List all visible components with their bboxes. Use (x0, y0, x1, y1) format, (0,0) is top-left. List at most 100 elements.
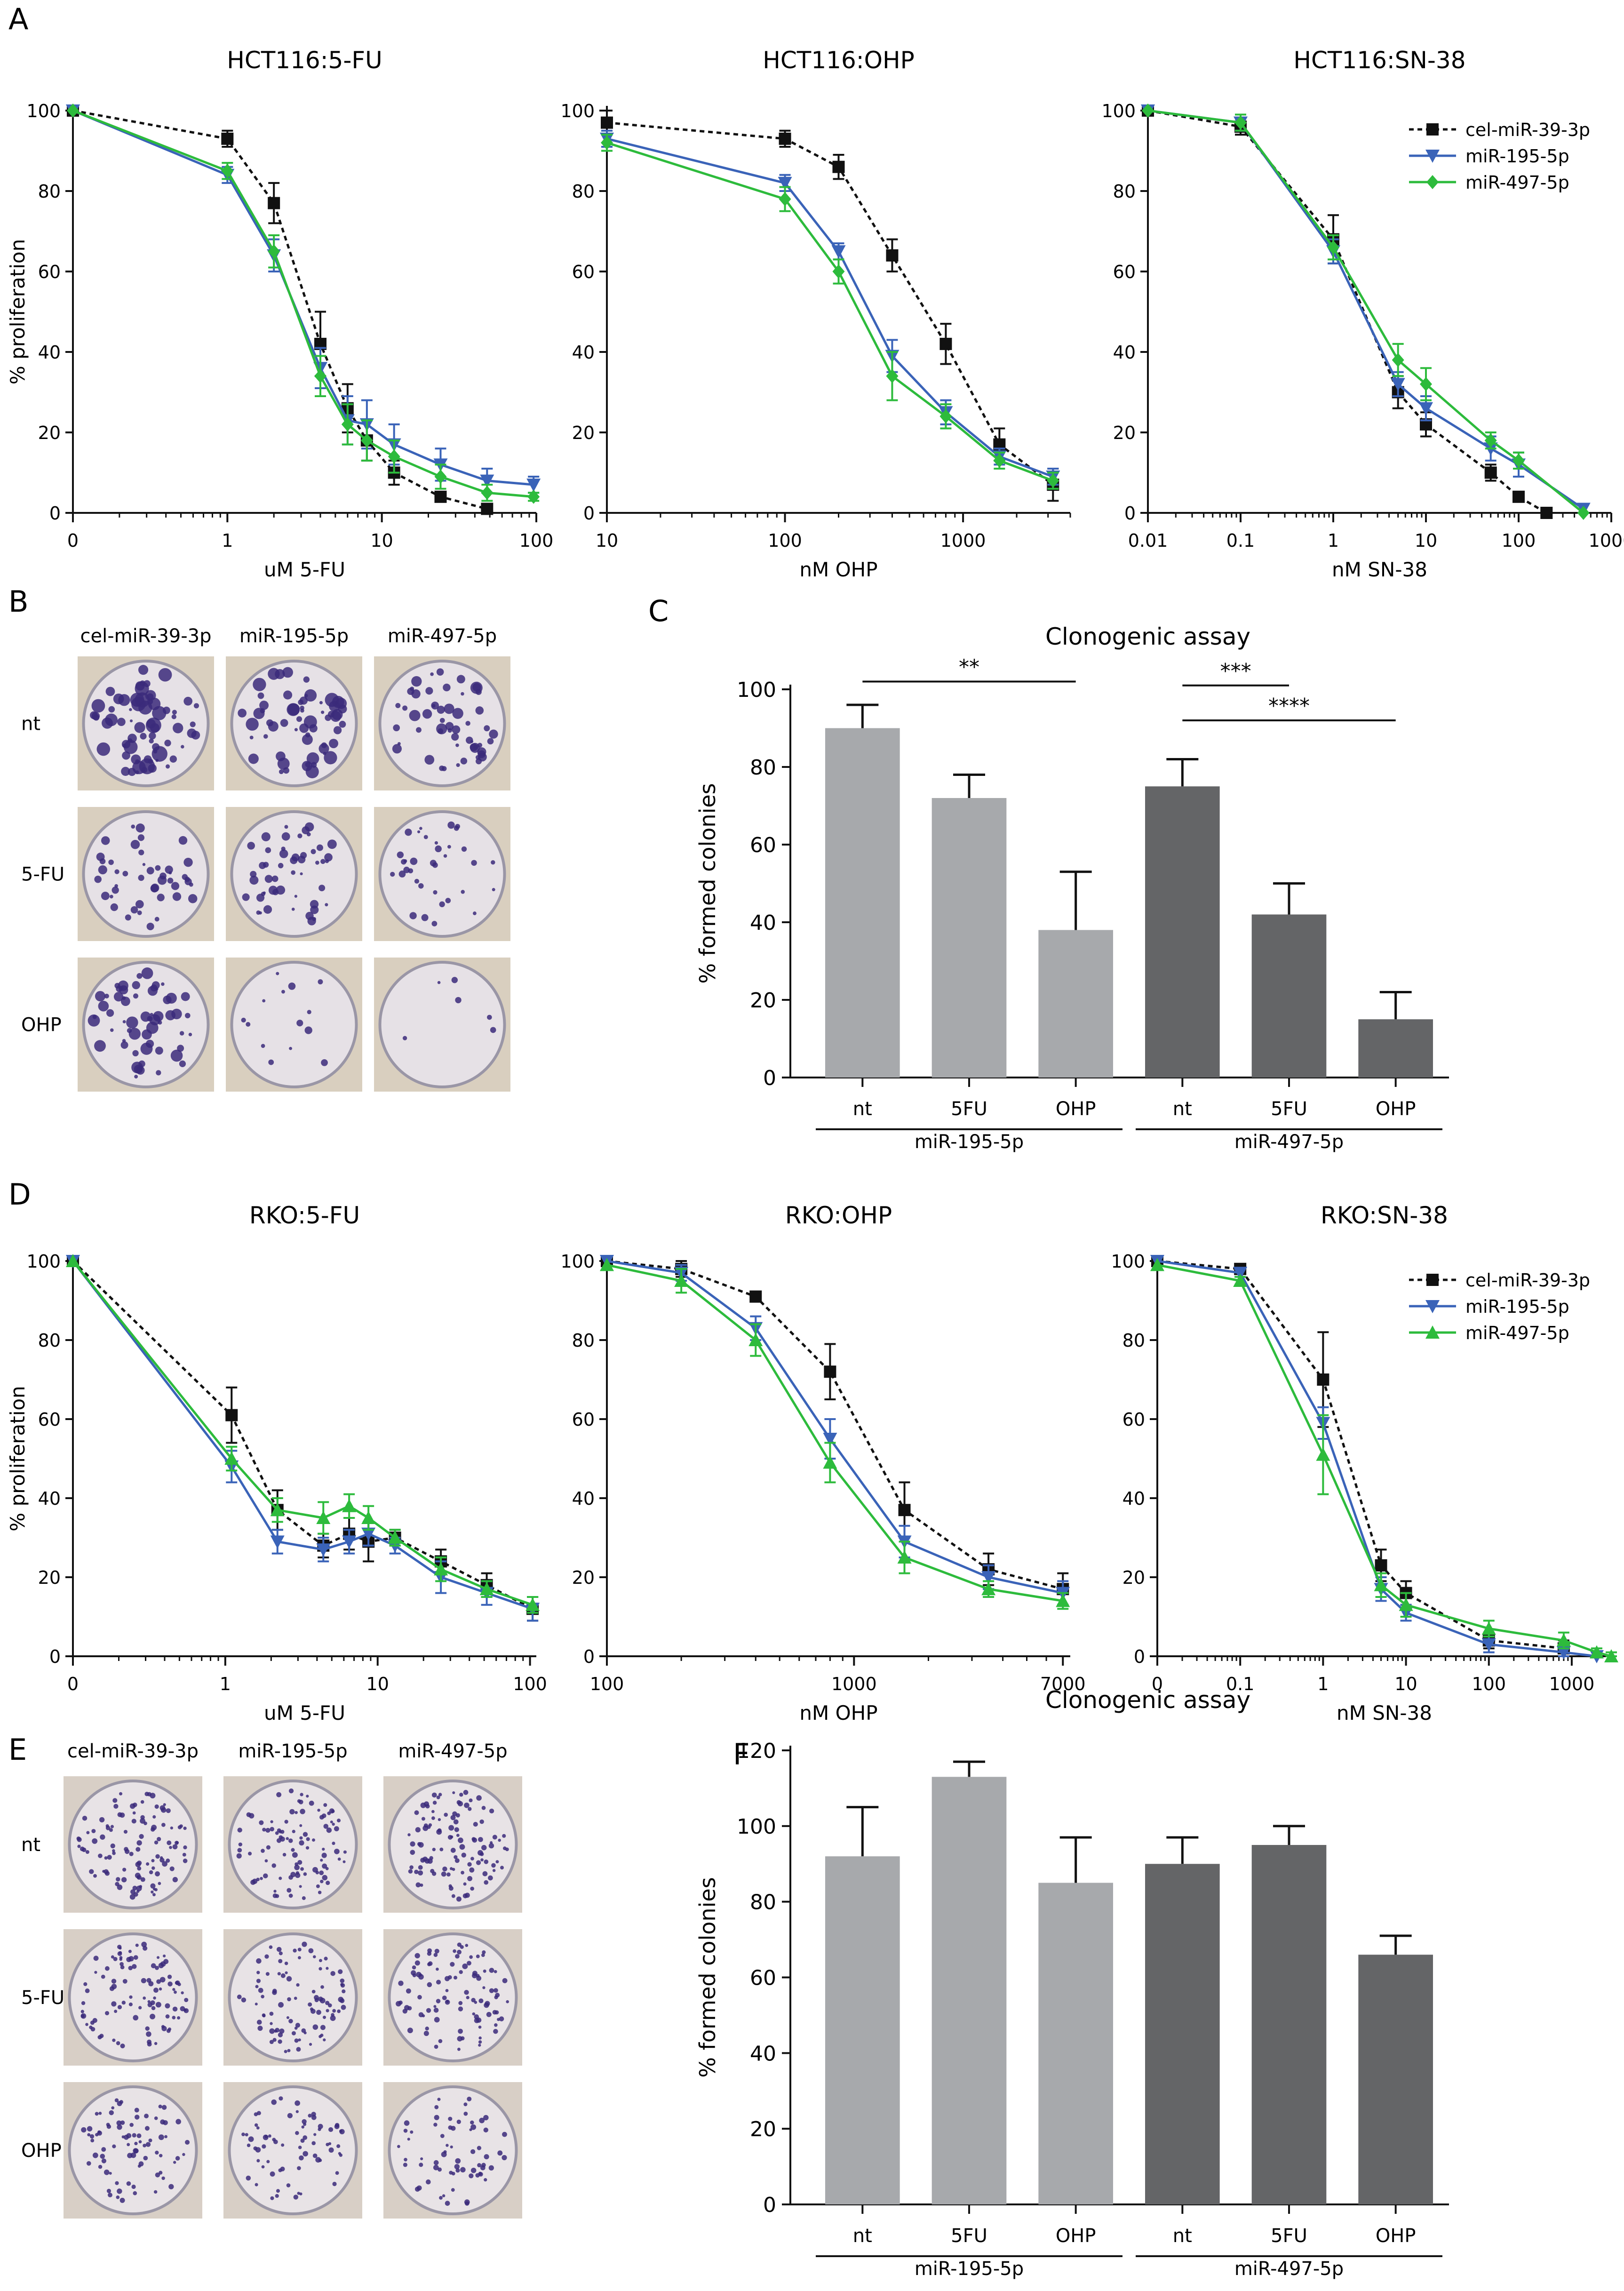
series-line-blue (1147, 109, 1584, 510)
colony (326, 1967, 329, 1970)
colony (92, 2018, 97, 2023)
colony (305, 1846, 310, 1850)
colony (294, 894, 297, 898)
data-point-black (1540, 507, 1553, 519)
colony (172, 892, 182, 901)
colony (237, 1828, 242, 1833)
colony (300, 872, 303, 876)
colony (321, 1059, 328, 1066)
colony (322, 1847, 325, 1851)
colony (139, 1885, 143, 1888)
colony (182, 874, 188, 880)
y-tick-label: 60 (38, 262, 61, 282)
data-point-green (601, 136, 613, 150)
colony (309, 1800, 314, 1806)
colony (325, 903, 328, 907)
colony (463, 2102, 468, 2107)
colony (183, 1859, 188, 1863)
data-point-blue (778, 176, 792, 190)
colony (163, 1954, 166, 1957)
colony (291, 1848, 295, 1852)
colony (138, 2161, 144, 2167)
colony (318, 2158, 322, 2162)
data-point-green (674, 1274, 689, 1287)
colony (191, 731, 200, 740)
colony (470, 2149, 476, 2154)
colony (433, 2160, 439, 2165)
colony (150, 1883, 156, 1889)
data-point-blue (342, 1535, 357, 1549)
y-tick-label: 80 (750, 1891, 776, 1915)
colony (273, 2139, 278, 2144)
colony (310, 2007, 314, 2011)
y-tick-label: 20 (750, 989, 776, 1013)
colony (280, 719, 288, 727)
colony (160, 1807, 167, 1813)
colony (466, 1996, 470, 1999)
colony (256, 1971, 260, 1974)
colony (492, 888, 495, 892)
plate-column-label: miR-497-5p (398, 1740, 507, 1762)
data-point-green (939, 409, 952, 423)
colony (414, 2187, 420, 2192)
colony (183, 857, 193, 867)
colony (155, 2172, 160, 2178)
colony (91, 1828, 96, 1833)
colony (183, 1826, 187, 1830)
colony (478, 2036, 482, 2040)
colony (325, 693, 339, 707)
colony (262, 2144, 266, 2149)
colony (77, 1844, 81, 1848)
colony (155, 2002, 161, 2008)
colony (432, 1800, 437, 1805)
chart-title: HCT116:5-FU (227, 47, 382, 74)
y-tick-label: 100 (560, 1251, 595, 1272)
data-point-black (1513, 490, 1525, 503)
colony (104, 1871, 110, 1876)
data-point-black (221, 132, 234, 145)
colony (456, 763, 460, 767)
colony (135, 1943, 139, 1947)
colony (181, 1991, 184, 1995)
chart-hct116-5fu: HCT116:5-FU 0 20 40 60 80 100 0 1 10 100 uM 5-FU % p… (6, 47, 553, 581)
data-point-green (66, 1254, 80, 1267)
colony (264, 1859, 268, 1863)
colony (305, 911, 314, 920)
colony (502, 1978, 508, 1983)
colony (183, 696, 193, 706)
colony (275, 669, 285, 679)
colony (311, 2141, 316, 2146)
colony (263, 2134, 269, 2140)
colony (303, 1832, 308, 1837)
colony (119, 2197, 125, 2203)
colony (499, 2016, 504, 2021)
colony (468, 1807, 472, 1811)
colony (279, 1951, 283, 1956)
data-point-blue (526, 479, 541, 492)
colony (489, 1988, 494, 1993)
colony (506, 2000, 509, 2004)
data-point-green (434, 470, 447, 484)
colony (92, 1838, 98, 1844)
colony (172, 2016, 176, 2020)
colony (438, 1818, 441, 1821)
colony (492, 1869, 496, 1872)
colony (446, 2144, 449, 2147)
colony (266, 2160, 270, 2163)
colony (283, 690, 293, 700)
colony (115, 2181, 119, 2185)
colony (328, 2147, 334, 2153)
colony (303, 2123, 307, 2126)
colony (250, 1879, 256, 1885)
plate-dish (228, 2085, 358, 2215)
colony (473, 1822, 478, 1827)
colony (422, 2014, 425, 2018)
colony (470, 1857, 474, 1861)
data-point-green (388, 449, 400, 464)
colony (471, 860, 477, 866)
data-point-blue (1419, 402, 1433, 415)
colony (302, 1941, 307, 1947)
colony (161, 2025, 165, 2028)
series-line-blue (72, 109, 534, 486)
